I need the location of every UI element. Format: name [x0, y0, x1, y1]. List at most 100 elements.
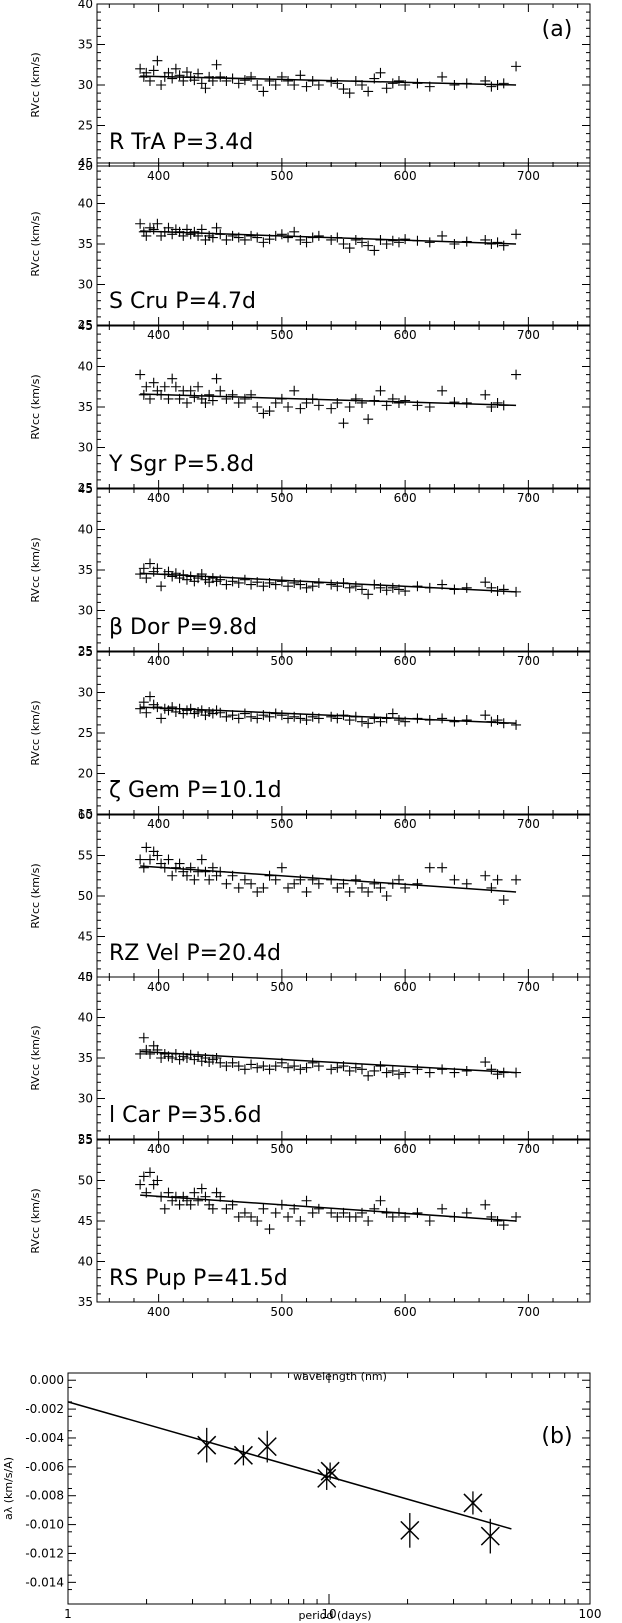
data-point [387, 582, 398, 593]
data-point [246, 230, 257, 241]
x-tick-label: 500 [270, 1305, 293, 1319]
x-tick-label: 700 [517, 491, 540, 505]
data-point [163, 1187, 174, 1198]
data-point [200, 83, 211, 94]
x-tick-label: 700 [517, 1305, 540, 1319]
data-point [511, 229, 522, 240]
data-point [152, 218, 163, 229]
data-point [320, 1461, 340, 1481]
data-point [283, 581, 294, 592]
y-axis-label: RVcc (km/s) [29, 700, 42, 765]
data-point [227, 389, 238, 400]
data-point [239, 234, 250, 245]
data-point [141, 573, 152, 584]
data-point [148, 377, 159, 388]
x-tick-label: 500 [270, 169, 293, 183]
data-point [258, 408, 269, 419]
data-point [363, 718, 374, 729]
data-point [283, 713, 294, 724]
y-axis-label: aλ (km/s/A) [2, 1457, 15, 1520]
data-point [276, 1057, 287, 1068]
data-point [511, 874, 522, 885]
x-tick-label: 600 [394, 169, 417, 183]
y-tick-label: 20 [78, 767, 93, 781]
data-point [486, 81, 497, 92]
data-point [301, 886, 312, 897]
y-tick-label: 25 [78, 644, 93, 658]
data-point [193, 1195, 204, 1206]
data-point [141, 381, 152, 392]
data-point [264, 75, 275, 86]
data-point [215, 574, 226, 585]
data-point [412, 235, 423, 246]
data-point [185, 385, 196, 396]
star-label: β Dor P=9.8d [109, 615, 257, 640]
data-point [301, 1062, 312, 1073]
data-point [393, 715, 404, 726]
data-point [295, 1064, 306, 1075]
subplot-dor: 25 30 35 40 45 400 500 600 700 RVcc (km/s) β Dor P… [29, 482, 591, 668]
data-point [480, 870, 491, 881]
data-point [332, 1211, 343, 1222]
data-point [350, 711, 361, 722]
y-tick-label: 20 [78, 159, 93, 173]
data-point [381, 585, 392, 596]
data-point [437, 1064, 448, 1075]
data-point [138, 862, 149, 873]
y-tick-label: 25 [78, 481, 93, 495]
data-point [233, 1211, 244, 1222]
data-point [301, 715, 312, 726]
data-point [498, 1220, 509, 1231]
data-point [289, 80, 300, 90]
data-point [239, 574, 250, 585]
data-point [326, 403, 337, 414]
data-point [264, 711, 275, 722]
data-point [215, 229, 226, 240]
data-point [437, 862, 448, 873]
data-point [264, 870, 275, 881]
y-tick-label: 40 [78, 0, 93, 11]
data-point [332, 581, 343, 592]
data-point [233, 882, 244, 893]
data-point [295, 1216, 306, 1226]
data-point [338, 1207, 349, 1218]
data-point [200, 397, 211, 408]
y-tick-label: 45 [78, 930, 93, 944]
data-point [338, 878, 349, 889]
data-point [480, 1526, 500, 1546]
data-point [295, 579, 306, 590]
data-point [486, 402, 497, 412]
y-axis-label: RVcc (km/s) [29, 374, 42, 439]
y-tick-label: 40 [78, 970, 93, 984]
data-point [189, 874, 200, 885]
data-point [313, 713, 324, 724]
data-point [227, 73, 238, 84]
y-tick-label: 35 [78, 237, 93, 251]
data-point [486, 582, 497, 593]
y-tick-label: 35 [78, 645, 93, 659]
fit-line [140, 572, 517, 593]
data-point [246, 389, 257, 400]
data-point [332, 78, 343, 89]
data-point [289, 711, 300, 722]
data-point [412, 581, 423, 592]
data-point [400, 395, 411, 406]
data-point [498, 240, 509, 251]
x-tick-label: 400 [147, 491, 170, 505]
data-point [350, 234, 361, 245]
data-point [338, 710, 349, 721]
data-point [246, 711, 257, 722]
subplot-rs-pup: 35 40 45 50 55 400 500 600 700 RVcc (km/s) RS Pup … [29, 1133, 591, 1319]
data-point [295, 234, 306, 245]
data-point [437, 230, 448, 241]
data-point [289, 226, 300, 237]
data-point [511, 719, 522, 730]
data-point [276, 576, 287, 587]
data-point [344, 243, 355, 254]
data-point [400, 882, 411, 893]
data-point [393, 397, 404, 408]
data-point [332, 397, 343, 408]
data-point [295, 70, 306, 81]
